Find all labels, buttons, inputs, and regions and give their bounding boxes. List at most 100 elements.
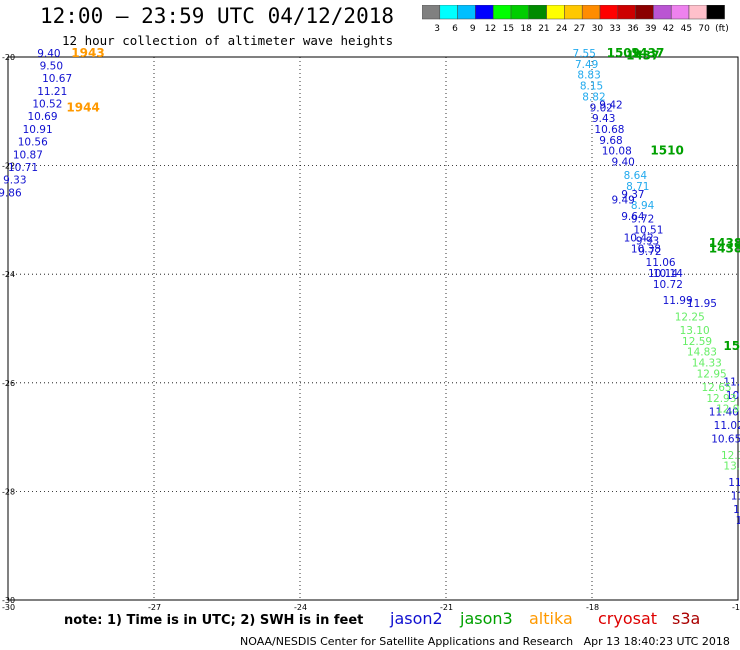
x-tick-label: -21 — [440, 603, 453, 612]
swh-data-label: 8.71 — [626, 181, 649, 193]
x-tick-label: -30 — [2, 603, 15, 612]
swh-data-label: 10.08 — [602, 146, 632, 158]
swh-data-label: 11.95 — [687, 298, 717, 310]
swh-data-label: 11.4 — [731, 491, 740, 503]
colorbar-label: 42 — [663, 24, 674, 34]
colorbar-label: 21 — [538, 24, 549, 34]
swh-data-label: 11.02 — [714, 420, 740, 432]
colorbar-label: 36 — [627, 24, 639, 34]
colorbar-label: 33 — [609, 24, 620, 34]
color-scale-legend: 3 6 9 12 15 18 21 24 27 30 33 36 39 42 45 70 (ft) — [422, 5, 729, 34]
colorbar-label: 9 — [470, 24, 476, 34]
pass-time-label: 1438 — [709, 236, 740, 250]
swh-data-label: 9.49 — [611, 195, 634, 207]
colorbar-label: 15 — [503, 24, 514, 34]
legend-altika: altika — [529, 609, 573, 628]
swh-data-label: 10.71 — [8, 162, 38, 174]
swh-data-label: 9.40 — [37, 48, 60, 60]
legend-jason3: jason3 — [460, 609, 513, 628]
legend-cryosat: cryosat — [598, 609, 658, 628]
swh-data-label: 11.06 — [646, 257, 676, 269]
swh-data-label: 7.49 — [575, 59, 598, 71]
legend-jason2: jason2 — [390, 609, 443, 628]
swh-data-label: 10.51 — [633, 224, 663, 236]
swh-data-label: 8.82 — [582, 91, 605, 103]
swh-data-label: 9.72 — [638, 246, 661, 258]
footer-note: note: 1) Time is in UTC; 2) SWH is in fe… — [64, 613, 364, 628]
colorbar-label: 30 — [592, 24, 604, 34]
swh-data-label: 11.40 — [723, 377, 740, 389]
pass-time-label: 1509 — [607, 46, 640, 60]
legend-s3a: s3a — [672, 609, 701, 628]
pass-time-label: 1437 — [631, 46, 664, 60]
swh-data-label: 14.33 — [692, 358, 722, 370]
swh-data-label: 11.40 — [709, 406, 739, 418]
credit-timestamp: Apr 13 18:40:23 UTC 2018 — [583, 635, 730, 648]
footer-credit: NOAA/NESDIS Center for Satellite Applica… — [240, 635, 730, 648]
swh-data-label: 9.42 — [599, 100, 622, 112]
swh-data-label: 11.99 — [663, 295, 693, 307]
swh-data-label: 10.38 — [631, 243, 661, 255]
swh-data-label: 8.94 — [631, 200, 655, 212]
colorbar-label: 12 — [485, 24, 496, 34]
y-tick-label: -30 — [2, 596, 15, 605]
colorbar-label: (ft) — [715, 24, 729, 34]
swh-data-label: 14.83 — [687, 347, 717, 359]
swh-data-label: 8.15 — [580, 81, 603, 93]
swh-data-label: 10.67 — [42, 73, 72, 85]
swh-data-label: 10.87 — [13, 150, 43, 162]
colorbar-label: 18 — [520, 24, 532, 34]
swh-data-label: 12.59 — [682, 336, 712, 348]
pass-time-label: 1511 — [723, 339, 740, 353]
x-tick-label: -24 — [294, 603, 307, 612]
swh-data-label: 12.93 — [706, 393, 736, 405]
swh-data-label: 9.02 — [590, 102, 613, 114]
swh-data-label: 10.56 — [18, 137, 48, 149]
swh-data-label: 11.4 — [728, 477, 740, 489]
colorbar-label: 6 — [452, 24, 458, 34]
colorbar-label: 39 — [645, 24, 657, 34]
swh-data-label: 9.40 — [611, 157, 634, 169]
y-tick-label: -26 — [2, 379, 15, 388]
swh-data-label: 10.14 — [648, 268, 678, 280]
colorbar-label: 27 — [574, 24, 585, 34]
swh-data-label: 8.64 — [624, 170, 648, 182]
swh-data-label: 10.69 — [27, 111, 57, 123]
swh-data-label: 9.64 — [621, 211, 645, 223]
swh-data-label: 12.95 — [697, 368, 727, 380]
wave-height-plot: -30 -27 -24 -21 -18 -15 -20 -22 -24 -26 -28 -30 9.40… — [0, 46, 740, 612]
swh-data-label: 10.65 — [726, 390, 740, 402]
swh-data-label: 12.34 — [721, 450, 740, 462]
x-tick-label: -15 — [732, 603, 740, 612]
swh-data-label: 12.96 — [716, 404, 740, 416]
chart-subtitle: 12 hour collection of altimeter wave hei… — [62, 33, 394, 48]
swh-data-label: 13.46 — [723, 461, 740, 473]
swh-data-label: 10.65 — [711, 434, 740, 446]
colorbar-swatch — [706, 5, 725, 20]
swh-data-label: 9.72 — [631, 214, 654, 226]
swh-data-label: 9.68 — [599, 135, 622, 147]
swh-data-label: 11.21 — [37, 86, 67, 98]
pass-time-label: 1510 — [650, 144, 683, 158]
swh-data-label: 13.10 — [680, 325, 710, 337]
y-tick-label: -24 — [2, 270, 15, 279]
swh-data-label: 10.14 — [653, 268, 683, 280]
swh-data-label: 9.37 — [621, 189, 644, 201]
pass-time-label: 1438 — [709, 241, 740, 255]
swh-data-label: 12.65 — [702, 382, 732, 394]
credit-org: NOAA/NESDIS Center for Satellite Applica… — [240, 635, 574, 648]
plot-frame — [7, 56, 739, 601]
swh-data-label: 9.93 — [636, 235, 659, 247]
colorbar-label: 3 — [434, 24, 440, 34]
swh-data-label: 10.52 — [32, 98, 62, 110]
y-tick-label: -20 — [2, 53, 15, 62]
swh-data-label: 1 — [736, 515, 740, 527]
swh-data-label: 9.50 — [40, 60, 63, 72]
swh-data-label: 11 — [733, 504, 740, 516]
y-tick-label: -28 — [2, 487, 15, 496]
swh-data-label: 9.33 — [3, 175, 26, 187]
colorbar-label: 70 — [698, 24, 710, 34]
y-tick-label: -22 — [2, 162, 15, 171]
x-tick-label: -27 — [148, 603, 161, 612]
swh-data-label: 9.86 — [0, 188, 22, 200]
